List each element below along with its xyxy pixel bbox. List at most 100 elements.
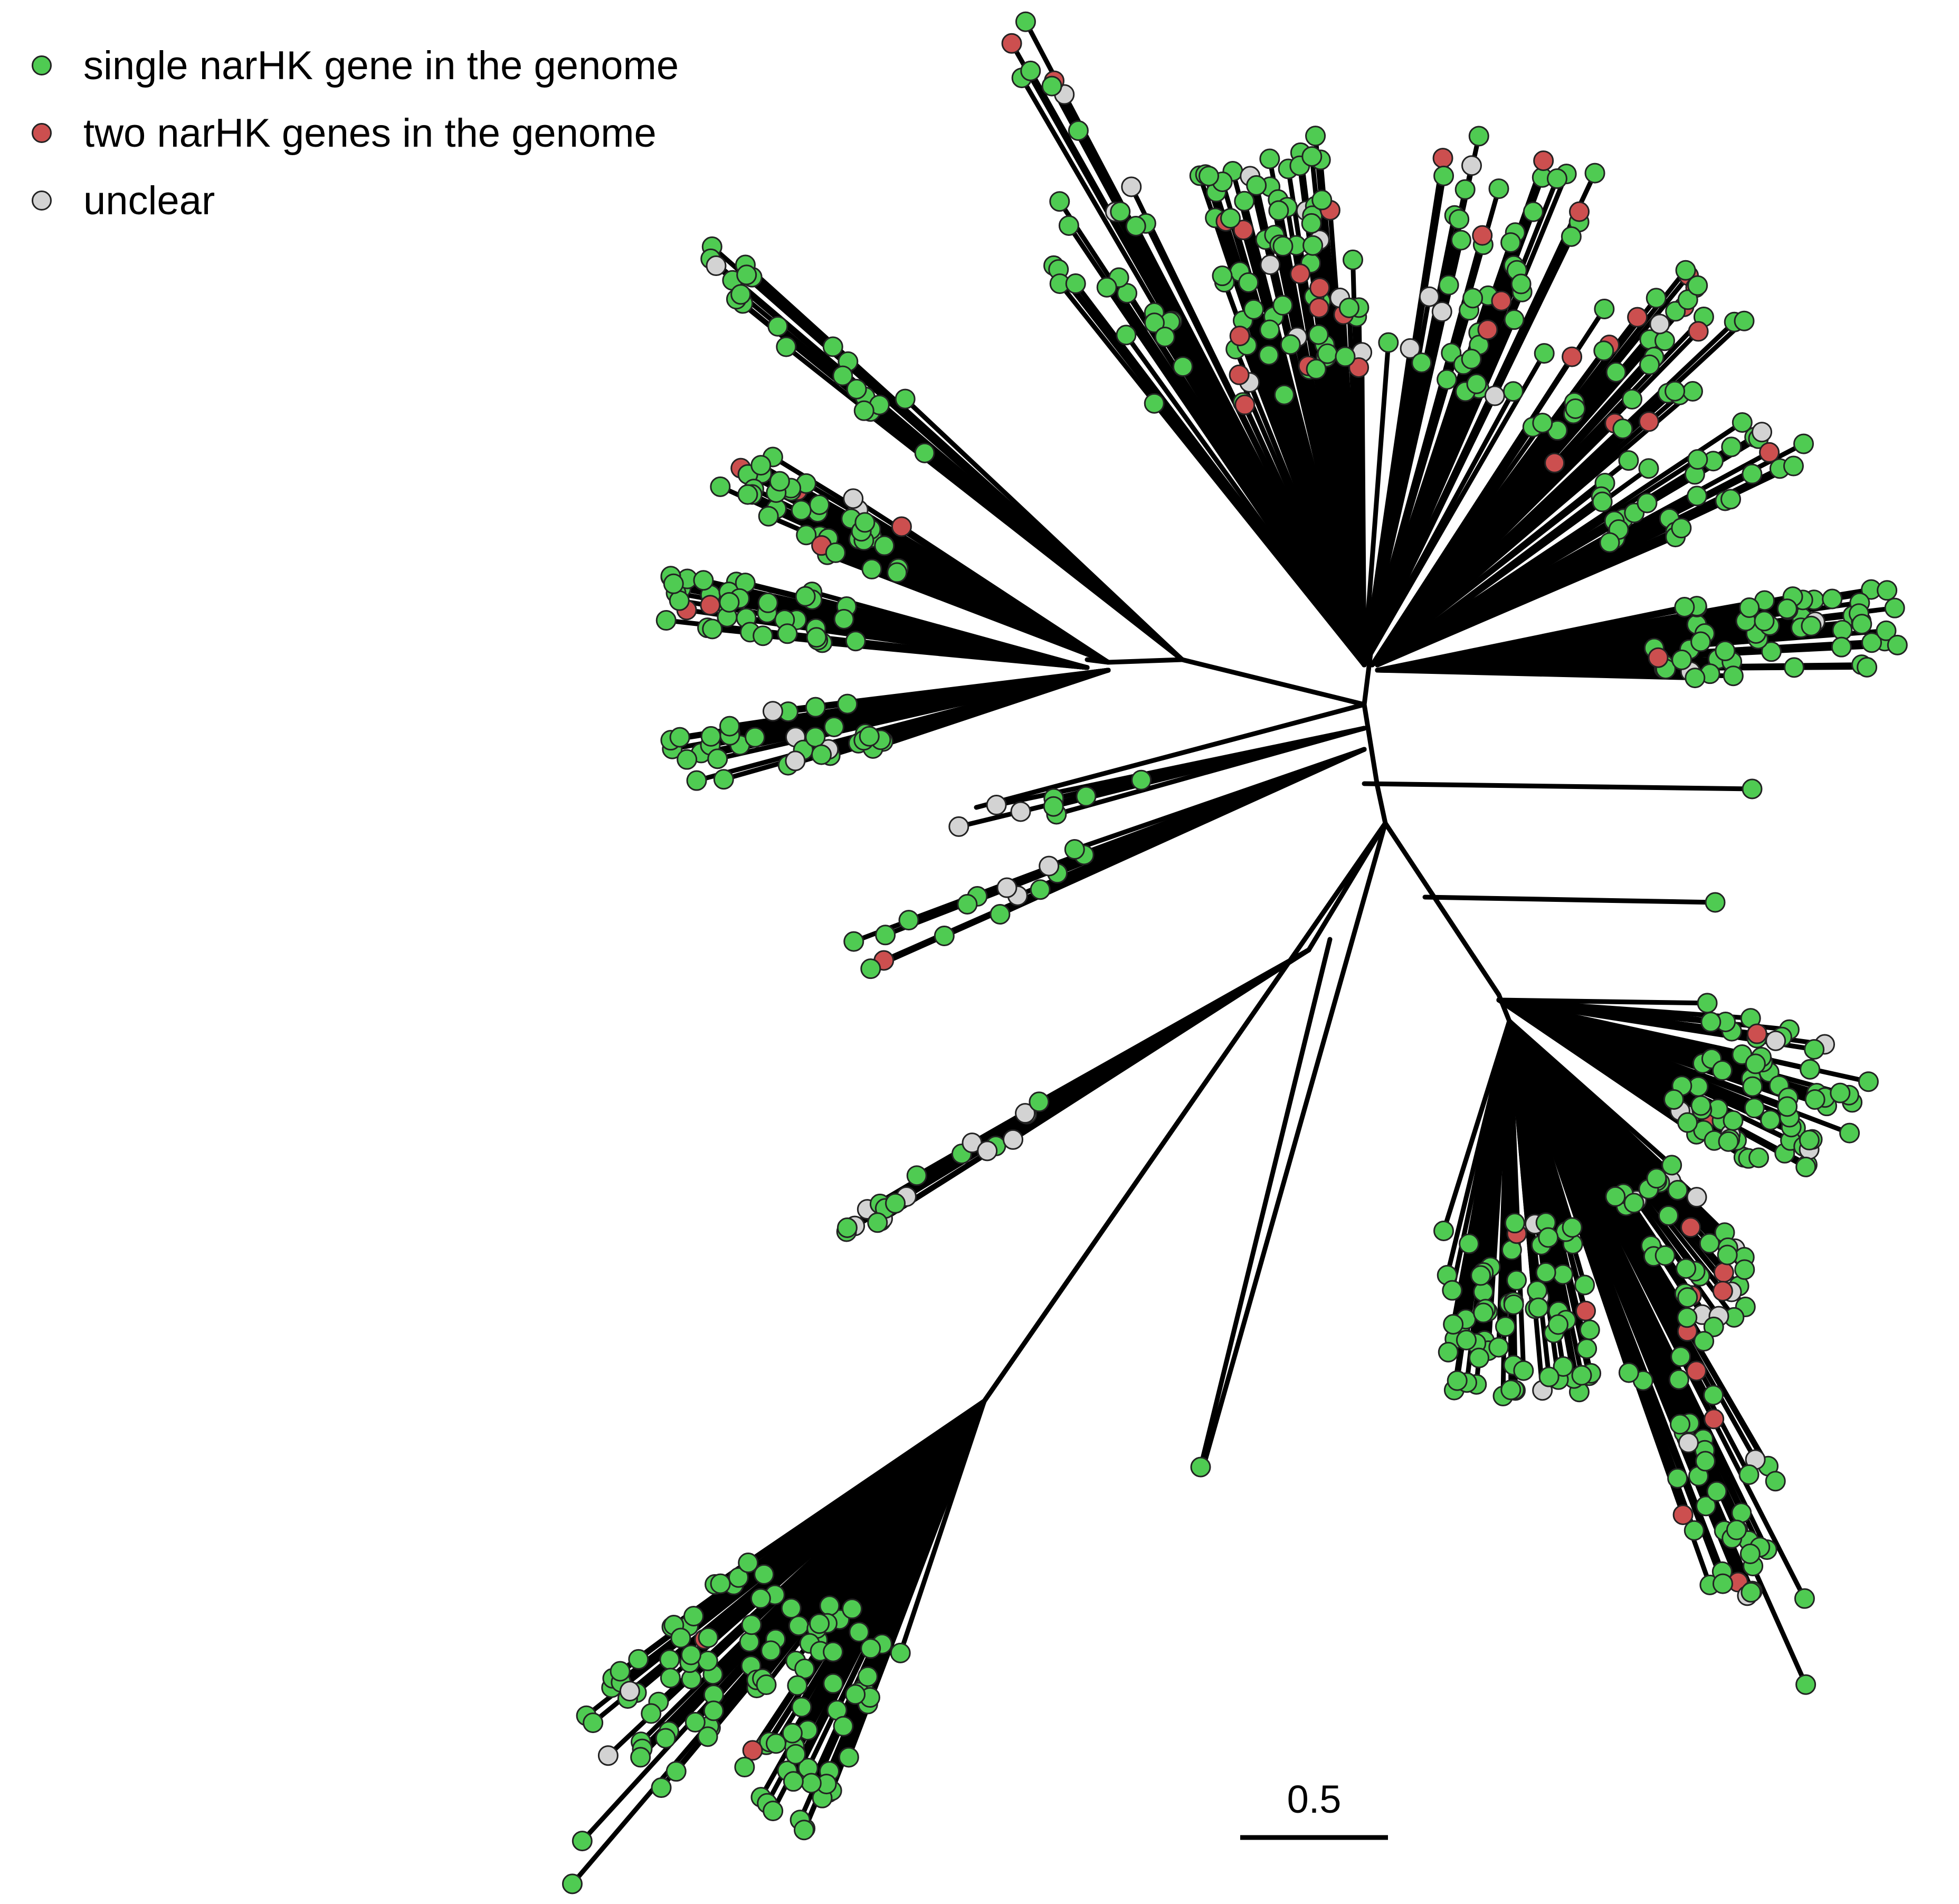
tree-tip-marker [796, 525, 817, 546]
tree-tip-marker [1548, 1314, 1569, 1335]
tree-tip-marker [1638, 411, 1659, 432]
tree-tip-marker [1001, 33, 1022, 54]
tree-tip-marker [597, 1745, 619, 1766]
tree-branch [1507, 1018, 1552, 1379]
tree-tip-marker [1705, 892, 1726, 913]
tree-tip-marker [1687, 449, 1708, 470]
tree-tip-marker [833, 1716, 854, 1737]
tree-tip-marker [1677, 1307, 1698, 1328]
tree-tip-marker [1010, 801, 1031, 822]
tree-branch [862, 520, 1111, 665]
tree-tip-marker [1676, 1258, 1697, 1279]
tree-tip-marker [1233, 220, 1254, 241]
tree-tip-marker [1468, 126, 1489, 147]
tree-tip-marker [1832, 620, 1853, 641]
tree-tip-marker [785, 1744, 806, 1765]
legend-item-unclear: unclear [32, 167, 679, 234]
tree-tip-marker [1058, 215, 1079, 236]
tree-branch [715, 668, 1111, 761]
tree-tip-marker [1234, 191, 1255, 212]
tree-tip-marker [891, 516, 912, 537]
single-gene-marker-icon [32, 55, 52, 75]
tree-tip-marker [1096, 277, 1117, 298]
tree-tip-marker [1575, 1300, 1596, 1321]
tree-tip-marker [1343, 249, 1364, 270]
tree-tip-marker [762, 701, 783, 722]
tree-tip-marker [1220, 208, 1241, 229]
tree-tip-marker [1229, 364, 1250, 385]
tree-tip-marker [845, 631, 866, 652]
tree-tip-marker [1532, 413, 1553, 434]
legend-item-single: single narHK gene in the genome [32, 32, 679, 99]
tree-tip-marker [663, 573, 684, 594]
tree-tip-marker [1720, 489, 1742, 510]
tree-tip-marker [1306, 359, 1327, 380]
tree-tip-marker [1851, 614, 1872, 635]
tree-tip-marker [1534, 343, 1555, 364]
tree-branch [1370, 268, 1688, 668]
tree-tip-marker [1449, 209, 1470, 230]
tree-tip-marker [742, 1740, 763, 1761]
tree-tip-marker [776, 336, 797, 357]
tree-tip-marker [1462, 288, 1483, 309]
tree-tip-marker [1348, 357, 1370, 378]
tree-tip-marker [1674, 596, 1695, 617]
tree-tip-marker [875, 925, 896, 946]
tree-tip-marker [977, 1140, 998, 1162]
tree-tip-marker [1697, 993, 1718, 1014]
tree-branch [1375, 784, 1388, 826]
tree-tip-marker [700, 595, 721, 616]
tree-tip-marker [787, 1675, 808, 1696]
tree-tip-marker [739, 1631, 760, 1652]
tree-tip-marker [1335, 346, 1356, 367]
tree-tip-marker [836, 1217, 858, 1239]
tree-tip-marker [1612, 418, 1633, 440]
tree-branch [1496, 997, 1714, 1025]
tree-branch [714, 263, 1185, 662]
tree-tip-marker [833, 608, 854, 630]
legend-label-two: two narHK genes in the genome [83, 110, 657, 156]
tree-tip-marker [1419, 286, 1440, 307]
tree-tip-marker [1338, 297, 1359, 318]
tree-tip-marker [849, 1622, 870, 1643]
tree-tip-marker [1594, 298, 1615, 319]
tree-tip-marker [698, 1627, 719, 1648]
tree-tip-marker [706, 255, 727, 277]
tree-tip-marker [934, 925, 955, 946]
tree-tip-marker [805, 727, 826, 748]
tree-tip-marker [1776, 598, 1798, 620]
tree-tip-marker [1605, 361, 1627, 383]
tree-tip-marker [758, 506, 779, 527]
tree-tip-marker [809, 494, 830, 515]
tree-tip-marker [1858, 1071, 1879, 1092]
tree-branch [1375, 623, 1814, 673]
tree-tip-marker [1637, 492, 1658, 513]
tree-tip-marker [1121, 176, 1142, 197]
tree-branch [1507, 1018, 1689, 1271]
tree-tip-marker [1822, 588, 1843, 610]
tree-branch [745, 492, 1111, 665]
tree-tip-marker [1695, 1451, 1716, 1472]
tree-tip-marker [1801, 615, 1822, 636]
tree-tip-marker [753, 625, 774, 646]
unclear-marker-icon [32, 191, 52, 211]
tree-tip-marker [1437, 369, 1458, 390]
legend: single narHK gene in the genome two narH… [32, 32, 679, 234]
tree-branch [1362, 351, 1547, 668]
tree-tip-marker [1745, 1053, 1766, 1074]
tree-tip-marker [1450, 230, 1471, 251]
tree-tip-marker [1742, 778, 1763, 799]
tree-tip-marker [1504, 1213, 1525, 1234]
tree-branch [1124, 332, 1367, 668]
tree-tip-marker [1665, 380, 1686, 402]
tree-tip-marker [1584, 163, 1605, 184]
tree-tip-marker [1677, 289, 1698, 310]
tree-tip-marker [669, 727, 690, 748]
tree-tip-marker [1538, 1227, 1559, 1248]
tree-tip-marker [750, 1588, 771, 1609]
tree-tip-marker [1533, 150, 1554, 172]
tree-tip-marker [1605, 1186, 1626, 1207]
tree-tip-marker [680, 1644, 701, 1665]
tree-tip-marker [655, 1728, 676, 1749]
tree-tip-marker [1857, 656, 1878, 678]
